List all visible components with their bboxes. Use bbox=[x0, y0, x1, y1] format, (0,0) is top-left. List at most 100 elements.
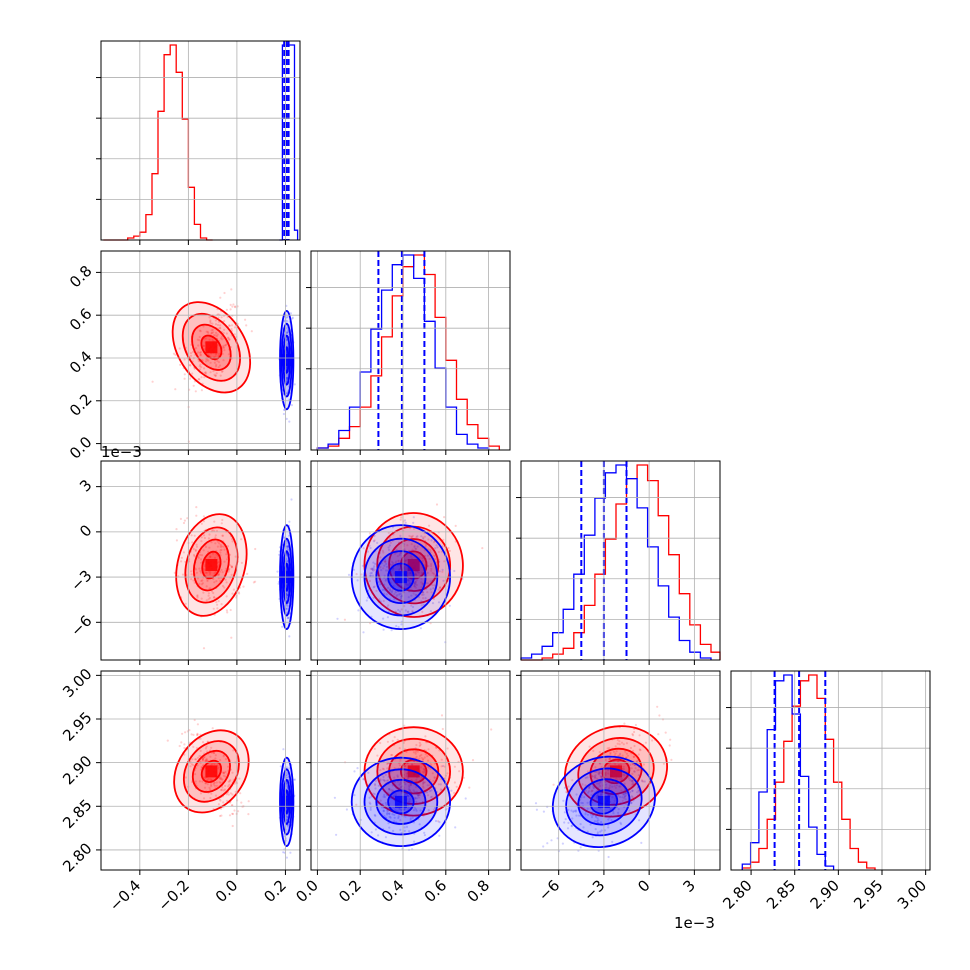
scatter-point bbox=[198, 329, 201, 332]
scatter-point bbox=[247, 813, 250, 816]
scatter-point bbox=[194, 347, 198, 350]
y-tick-label: 0.0 bbox=[66, 433, 96, 463]
scatter-point bbox=[398, 568, 401, 572]
scatter-point bbox=[421, 610, 424, 614]
scatter-point bbox=[387, 586, 390, 590]
scatter-point bbox=[385, 562, 388, 566]
scatter-point bbox=[285, 376, 289, 380]
scatter-point bbox=[371, 568, 374, 571]
scatter-point bbox=[546, 842, 549, 845]
scatter-point bbox=[371, 574, 374, 577]
scatter-point bbox=[336, 617, 339, 620]
x-tick-label: 0 bbox=[634, 876, 653, 895]
scatter-point bbox=[202, 344, 206, 347]
scatter-point bbox=[191, 350, 195, 353]
scatter-point bbox=[381, 549, 384, 552]
x-tick-label: −3 bbox=[580, 876, 608, 904]
scatter-point bbox=[209, 796, 212, 800]
scatter-point bbox=[422, 536, 425, 539]
scatter-point bbox=[429, 610, 432, 613]
y-tick-label: −6 bbox=[67, 612, 95, 640]
scatter-point bbox=[550, 839, 553, 842]
density-peak bbox=[205, 341, 218, 354]
x-offset-label: 1e−3 bbox=[674, 914, 715, 932]
scatter-point bbox=[199, 330, 202, 333]
scatter-point bbox=[410, 535, 413, 538]
scatter-point bbox=[194, 390, 197, 393]
scatter-point bbox=[219, 781, 222, 785]
scatter-point bbox=[286, 593, 289, 596]
scatter-point bbox=[190, 573, 193, 576]
scatter-point bbox=[199, 569, 202, 573]
scatter-point bbox=[282, 412, 285, 416]
scatter-point bbox=[191, 372, 194, 375]
scatter-point bbox=[231, 540, 234, 543]
scatter-point bbox=[196, 732, 199, 736]
x-tick-label: −6 bbox=[535, 876, 563, 904]
scatter-point bbox=[229, 779, 232, 782]
scatter-point bbox=[406, 610, 409, 614]
scatter-point bbox=[426, 554, 429, 557]
scatter-point bbox=[198, 582, 201, 586]
scatter-point bbox=[438, 586, 442, 590]
scatter-point bbox=[202, 520, 205, 523]
scatter-point bbox=[231, 812, 234, 815]
scatter-point bbox=[199, 558, 203, 561]
scatter-point bbox=[220, 522, 223, 525]
scatter-point bbox=[194, 758, 198, 761]
scatter-point bbox=[203, 367, 206, 370]
scatter-point bbox=[219, 374, 222, 377]
scatter-point bbox=[219, 324, 222, 327]
scatter-point bbox=[210, 329, 213, 332]
scatter-point bbox=[410, 536, 414, 539]
x-tick-label: −0.4 bbox=[106, 876, 144, 914]
scatter-point bbox=[432, 572, 436, 576]
scatter-point bbox=[207, 359, 210, 362]
scatter-point bbox=[223, 349, 226, 352]
scatter-point bbox=[228, 567, 231, 571]
x-tick-label: 2.80 bbox=[719, 876, 755, 912]
scatter-point bbox=[468, 786, 471, 789]
scatter-point bbox=[430, 567, 433, 570]
scatter-point bbox=[371, 568, 374, 571]
scatter-point bbox=[412, 521, 415, 525]
scatter-point bbox=[201, 780, 204, 783]
scatter-point bbox=[387, 546, 390, 549]
scatter-point bbox=[199, 354, 202, 357]
scatter-point bbox=[420, 604, 423, 607]
scatter-point bbox=[437, 601, 441, 604]
scatter-point bbox=[370, 571, 373, 575]
histogram-red bbox=[741, 674, 876, 870]
scatter-point bbox=[410, 543, 413, 546]
scatter-point bbox=[206, 358, 209, 361]
scatter-point bbox=[216, 607, 219, 610]
scatter-point bbox=[203, 569, 206, 572]
scatter-point bbox=[400, 623, 403, 626]
scatter-point bbox=[199, 553, 202, 557]
scatter-point bbox=[281, 625, 284, 628]
scatter-point bbox=[286, 593, 289, 597]
scatter-point bbox=[194, 548, 197, 552]
scatter-point bbox=[390, 560, 393, 563]
scatter-point bbox=[407, 596, 410, 599]
scatter-point bbox=[197, 378, 200, 381]
scatter-point bbox=[229, 792, 232, 795]
scatter-point bbox=[195, 506, 198, 509]
scatter-point bbox=[221, 584, 225, 588]
scatter-point bbox=[369, 567, 372, 571]
scatter-point bbox=[228, 814, 232, 817]
scatter-point bbox=[431, 602, 435, 605]
scatter-point bbox=[201, 579, 204, 582]
scatter-point bbox=[216, 540, 219, 543]
scatter-point bbox=[409, 572, 412, 575]
scatter-point bbox=[438, 834, 441, 837]
scatter-point bbox=[212, 331, 215, 334]
scatter-point bbox=[372, 596, 375, 599]
scatter-point bbox=[230, 636, 233, 639]
scatter-point bbox=[394, 561, 397, 564]
x-tick-label: 0.8 bbox=[464, 876, 494, 906]
scatter-point bbox=[374, 562, 377, 566]
scatter-point bbox=[397, 559, 400, 563]
scatter-point bbox=[228, 324, 231, 327]
scatter-point bbox=[232, 749, 235, 752]
